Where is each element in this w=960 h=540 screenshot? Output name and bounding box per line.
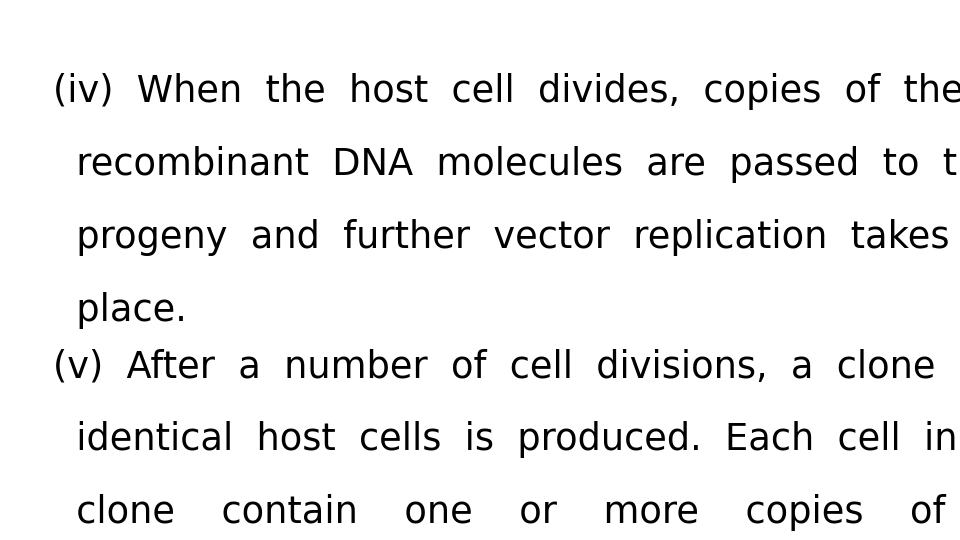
Text: recombinant  DNA  molecules  are  passed  to  the: recombinant DNA molecules are passed to … — [53, 146, 960, 183]
Text: place.: place. — [53, 292, 186, 329]
Text: identical  host  cells  is  produced.  Each  cell  in  the: identical host cells is produced. Each c… — [53, 421, 960, 458]
Text: progeny  and  further  vector  replication  takes: progeny and further vector replication t… — [53, 219, 949, 256]
Text: clone    contain    one    or    more    copies    of: clone contain one or more copies of — [53, 494, 946, 531]
Text: (v)  After  a  number  of  cell  divisions,  a  clone  of: (v) After a number of cell divisions, a … — [53, 348, 960, 386]
Text: (iv)  When  the  host  cell  divides,  copies  of  the: (iv) When the host cell divides, copies … — [53, 73, 960, 110]
